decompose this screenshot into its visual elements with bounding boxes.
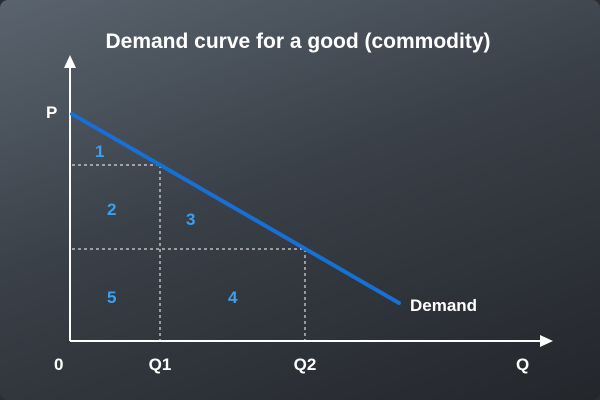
q2-tick-label: Q2 [294,355,317,374]
x-axis-label: Q [516,355,529,374]
region-2-label: 2 [107,200,116,219]
region-1-label: 1 [95,142,104,161]
region-3-label: 3 [186,210,195,229]
y-axis-arrow [64,55,76,68]
y-axis-label: P [46,103,57,122]
origin-label: 0 [54,355,63,374]
region-4-label: 4 [228,288,238,307]
q1-tick-label: Q1 [149,355,172,374]
diagram-title: Demand curve for a good (commodity) [105,30,490,53]
region-5-label: 5 [107,288,116,307]
demand-curve [70,112,401,305]
x-axis-arrow [540,335,553,347]
demand-curve-label: Demand [410,296,477,315]
